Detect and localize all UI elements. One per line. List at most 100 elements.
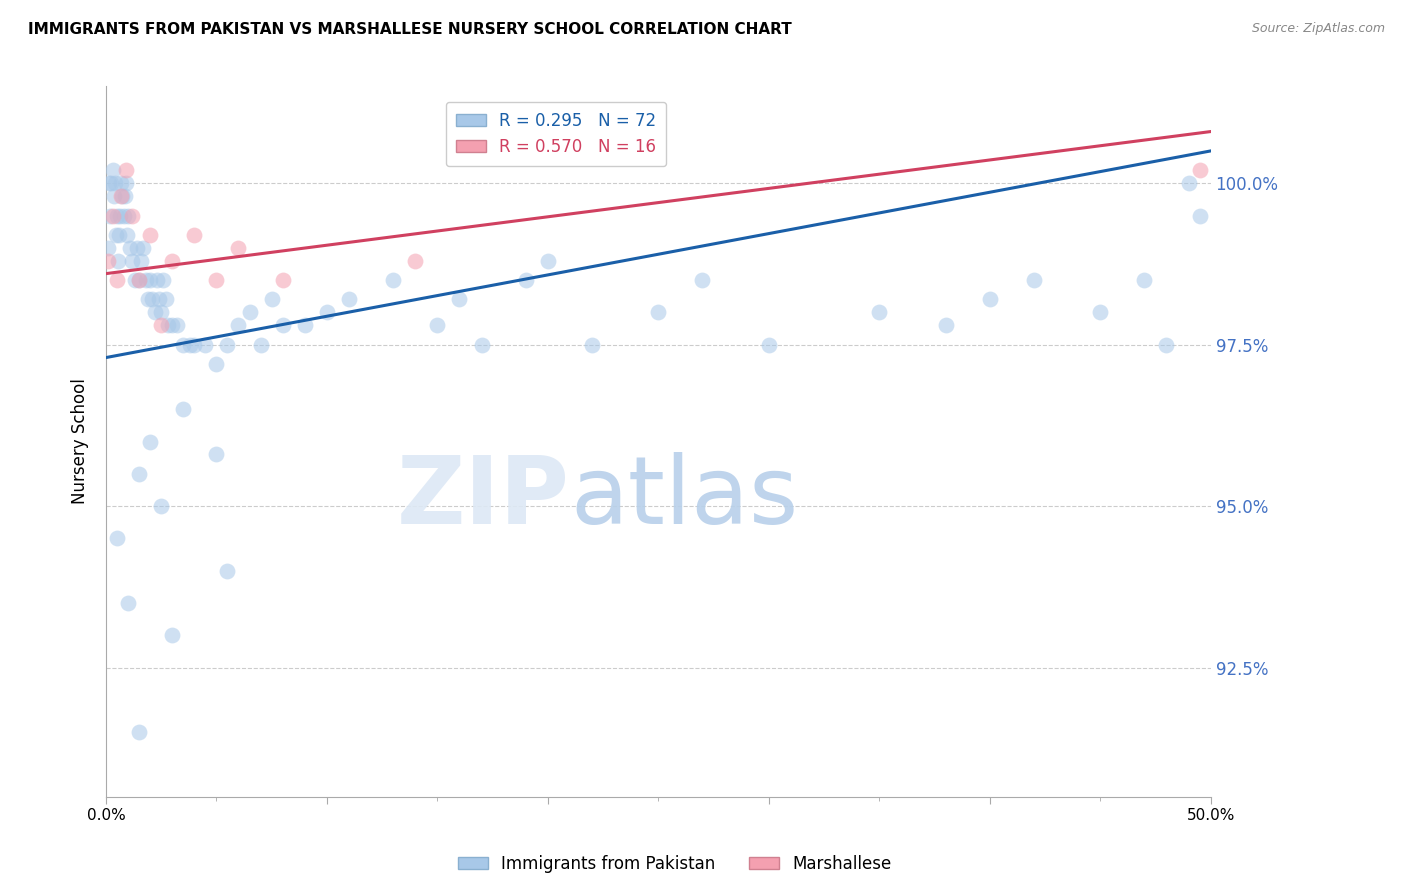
Point [228,318,250,333]
Point [150,305,173,319]
Point [337,293,360,307]
Point [98,209,121,223]
Point [1188,163,1211,178]
Point [98,176,121,190]
Point [104,227,127,242]
Point [128,725,150,739]
Point [128,467,150,481]
Point [100,176,122,190]
Point [228,241,250,255]
Point [934,318,956,333]
Point [114,163,136,178]
Point [135,273,157,287]
Point [101,163,124,178]
Text: IMMIGRANTS FROM PAKISTAN VS MARSHALLESE NURSERY SCHOOL CORRELATION CHART: IMMIGRANTS FROM PAKISTAN VS MARSHALLESE … [28,22,792,37]
Point [132,241,155,255]
Point [537,253,560,268]
Point [179,337,201,351]
Point [117,596,139,610]
Point [315,305,337,319]
Point [111,189,134,203]
Point [183,337,205,351]
Point [129,253,152,268]
Point [150,499,173,513]
Point [110,189,132,203]
Point [141,293,163,307]
Point [249,337,271,351]
Point [758,337,780,351]
Point [156,318,179,333]
Point [125,241,148,255]
Point [110,209,132,223]
Point [217,337,239,351]
Point [426,318,449,333]
Point [148,293,170,307]
Point [183,227,205,242]
Point [139,434,162,449]
Point [105,273,128,287]
Point [105,209,128,223]
Point [581,337,603,351]
Point [139,227,162,242]
Point [470,337,492,351]
Point [692,273,714,287]
Point [868,305,890,319]
Point [205,357,228,371]
Point [136,293,159,307]
Point [1188,209,1211,223]
Point [139,273,162,287]
Point [160,253,183,268]
Point [979,293,1001,307]
Point [515,273,537,287]
Point [107,253,129,268]
Point [104,176,127,190]
Text: Source: ZipAtlas.com: Source: ZipAtlas.com [1251,22,1385,36]
Legend: R = 0.295   N = 72, R = 0.570   N = 16: R = 0.295 N = 72, R = 0.570 N = 16 [446,102,666,166]
Point [166,318,188,333]
Point [294,318,316,333]
Point [124,273,146,287]
Point [143,305,166,319]
Point [404,253,426,268]
Point [647,305,669,319]
Point [1156,337,1178,351]
Point [101,209,124,223]
Point [271,318,294,333]
Text: ZIP: ZIP [396,452,569,544]
Point [145,273,167,287]
Point [260,293,283,307]
Point [205,447,228,461]
Point [172,337,194,351]
Point [1177,176,1199,190]
Point [1088,305,1111,319]
Point [103,189,125,203]
Point [110,176,132,190]
Point [271,273,294,287]
Point [155,293,177,307]
Point [128,273,150,287]
Point [238,305,260,319]
Point [150,318,173,333]
Point [128,273,150,287]
Point [115,227,138,242]
Point [205,273,228,287]
Point [382,273,405,287]
Point [114,189,136,203]
Point [121,209,143,223]
Point [117,209,139,223]
Point [160,628,183,642]
Point [121,253,143,268]
Text: atlas: atlas [569,452,799,544]
Point [114,176,136,190]
Point [97,241,120,255]
Point [112,209,135,223]
Point [1133,273,1156,287]
Point [172,402,194,417]
Point [194,337,217,351]
Y-axis label: Nursery School: Nursery School [72,378,89,505]
Point [105,532,128,546]
Point [160,318,183,333]
Legend: Immigrants from Pakistan, Marshallese: Immigrants from Pakistan, Marshallese [451,848,898,880]
Point [120,241,142,255]
Point [449,293,471,307]
